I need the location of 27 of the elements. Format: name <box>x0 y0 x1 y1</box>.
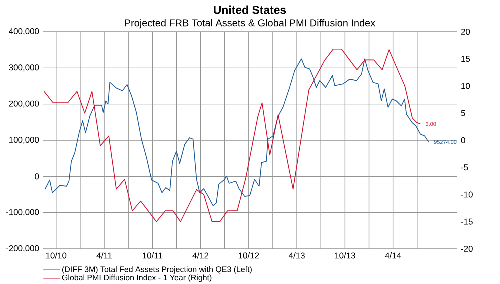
y2-tick-label: 0 <box>461 138 466 144</box>
chart-title: United States <box>214 6 286 14</box>
y2-tick-label: -20 <box>461 246 473 252</box>
y-tick-label: 100,000 <box>10 137 40 144</box>
x-tick-label: 4/14 <box>385 252 402 259</box>
y-tick-label: -100,000 <box>6 209 40 216</box>
x-tick-label: 10/10 <box>46 252 67 259</box>
y2-tick-label: 15 <box>462 56 470 62</box>
x-tick-label: 10/13 <box>335 252 356 259</box>
y2-tick-label: 10 <box>462 83 470 90</box>
y-tick-label: 400,000 <box>9 28 40 36</box>
y2-tick-label: 20 <box>461 29 470 35</box>
line-series <box>44 48 421 222</box>
chart-subtitle: Projected FRB Total Assets & Global PMI Diffusion Index <box>125 19 376 29</box>
y2-tick-label: -10 <box>461 192 473 198</box>
y-tick-label: -200,000 <box>6 246 40 252</box>
y-tick-label: 0 <box>35 174 40 180</box>
x-tick-label: 10/12 <box>238 252 260 259</box>
x-tick-label: 4/12 <box>192 252 209 259</box>
y-tick-label: 200,000 <box>9 100 40 108</box>
x-tick-label: 4/13 <box>289 252 305 259</box>
y2-tick-label: 5 <box>461 110 466 116</box>
x-tick-label: 10/11 <box>143 252 163 259</box>
y-tick-label: 300,000 <box>9 64 40 72</box>
y2-tick-label: -5 <box>461 164 468 171</box>
y2-tick-label: -15 <box>461 218 473 225</box>
x-tick-label: 4/11 <box>96 252 112 259</box>
